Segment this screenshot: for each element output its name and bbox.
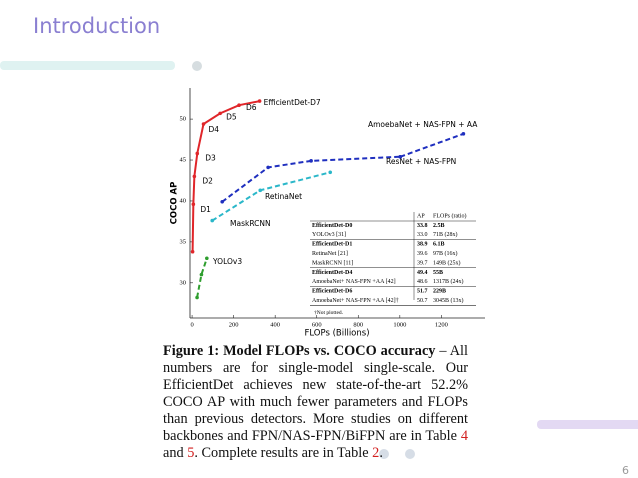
data-point xyxy=(195,151,200,156)
x-tick-label: 200 xyxy=(229,321,239,328)
table-cell: EfficientDet-D4 xyxy=(312,270,352,276)
point-label: D4 xyxy=(209,125,220,134)
data-point xyxy=(258,188,263,193)
data-point xyxy=(192,174,197,179)
data-point xyxy=(210,218,215,223)
data-point xyxy=(190,249,195,254)
caption-text: . Complete results are in Table xyxy=(194,445,373,461)
table-cell: 33.8 xyxy=(417,223,428,229)
series-label: YOLOv3 xyxy=(212,257,242,266)
data-point xyxy=(266,165,270,170)
x-tick-label: 0 xyxy=(190,321,193,328)
y-tick-label: 40 xyxy=(180,197,187,204)
figure-caption: Figure 1: Model FLOPs vs. COCO accuracy … xyxy=(163,343,468,462)
data-point xyxy=(328,170,333,175)
y-tick-label: 35 xyxy=(180,238,187,245)
data-point xyxy=(309,159,313,163)
x-tick-label: 600 xyxy=(312,321,322,328)
series-line xyxy=(399,132,464,158)
data-point xyxy=(220,199,225,204)
caption-text: Figure 1: xyxy=(163,343,224,359)
page-number: 6 xyxy=(622,464,629,477)
table-cell: 48.6 xyxy=(417,279,428,285)
point-label: D6 xyxy=(246,103,257,112)
table-cell: 2.5B xyxy=(433,223,445,229)
decor-bar xyxy=(0,61,175,70)
data-point xyxy=(218,111,222,116)
table-cell: 71B (28x) xyxy=(433,231,458,238)
point-label: D1 xyxy=(200,205,211,214)
data-point xyxy=(191,202,196,207)
table-header: FLOPs (ratio) xyxy=(433,212,467,219)
table-cell: 3045B (13x) xyxy=(433,297,464,304)
table-cell: 55B xyxy=(433,270,443,276)
annotation: MaskRCNN xyxy=(230,219,271,228)
table-cell: 149B (25x) xyxy=(433,259,461,266)
table-cell: YOLOv3 [31] xyxy=(312,232,346,238)
caption-text: 4 xyxy=(460,428,468,444)
y-tick-label: 45 xyxy=(180,157,187,164)
point-label: D5 xyxy=(226,112,237,121)
caption-text: – All numbers are for single-model singl… xyxy=(163,343,468,444)
x-tick-label: 1000 xyxy=(393,321,406,328)
table-header: AP xyxy=(417,213,425,219)
data-point xyxy=(237,103,241,107)
table-cell: 49.4 xyxy=(417,270,428,276)
table-cell: 1317B (24x) xyxy=(433,278,464,285)
series-label: ResNet + NAS-FPN xyxy=(386,157,456,166)
data-point xyxy=(205,256,209,261)
table-footnote: †Not plotted. xyxy=(314,310,344,316)
caption-text: and xyxy=(163,445,188,461)
table-cell: EfficientDet-D1 xyxy=(312,242,352,248)
caption-text: 5 xyxy=(187,445,195,461)
y-axis-label: COCO AP xyxy=(170,182,180,225)
data-point xyxy=(257,99,262,103)
point-label: EfficientDet-D7 xyxy=(264,98,321,107)
table-cell: 39.6 xyxy=(417,251,428,257)
y-tick-label: 30 xyxy=(180,279,187,286)
series-line xyxy=(196,257,208,298)
table-cell: 39.7 xyxy=(417,260,428,266)
data-point xyxy=(461,132,466,136)
data-point xyxy=(195,295,199,300)
caption-text: . xyxy=(379,445,383,461)
table-cell: AmoebaNet+ NAS-FPN +AA [42] xyxy=(312,279,396,285)
caption-text: 2 xyxy=(372,445,380,461)
decor-dot xyxy=(379,449,389,459)
table-cell: EfficientDet-D6 xyxy=(312,289,352,295)
decor-bar xyxy=(537,420,638,429)
table-bg xyxy=(309,212,477,314)
table-cell: EfficientDet-D0 xyxy=(312,223,352,229)
table-cell: 38.9 xyxy=(417,242,428,248)
x-tick-label: 800 xyxy=(353,321,363,328)
data-point xyxy=(201,122,206,126)
series-line xyxy=(191,100,260,252)
table-cell: 229B xyxy=(433,289,446,295)
x-tick-label: 400 xyxy=(270,321,280,328)
table-cell: 97B (16x) xyxy=(433,250,458,257)
y-tick-label: 50 xyxy=(180,116,187,123)
data-point xyxy=(398,154,403,159)
point-label: D3 xyxy=(205,153,216,162)
table-cell: MaskRCNN [11] xyxy=(312,260,353,266)
decor-dot xyxy=(405,449,415,459)
series-label: AmoebaNet + NAS-FPN + AA xyxy=(368,120,478,129)
table-cell: 33.0 xyxy=(417,232,428,238)
x-axis-label: FLOPs (Billions) xyxy=(304,329,369,339)
decor-dot xyxy=(192,61,202,71)
series-line xyxy=(221,155,401,203)
caption-text: Model FLOPs vs. COCO accuracy xyxy=(223,343,436,359)
table-cell: 51.7 xyxy=(417,289,428,295)
series-label: RetinaNet xyxy=(265,192,302,201)
table-cell: 50.7 xyxy=(417,298,428,304)
table-cell: RetinaNet [21] xyxy=(312,251,348,257)
point-label: D2 xyxy=(202,176,213,185)
table-cell: AmoebaNet+ NAS-FPN +AA [42]† xyxy=(312,298,399,304)
x-tick-label: 1200 xyxy=(435,321,448,328)
slide-title: Introduction xyxy=(33,14,161,38)
table-cell: 6.1B xyxy=(433,242,445,248)
data-point xyxy=(199,272,204,277)
